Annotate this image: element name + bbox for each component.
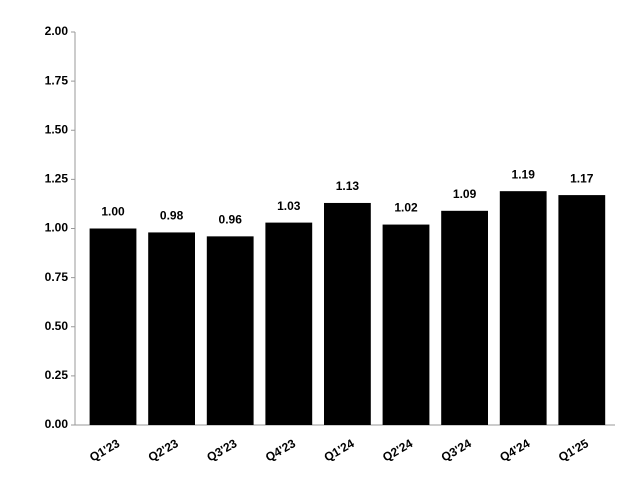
bar: [324, 202, 371, 425]
value-label: 1.19: [512, 167, 536, 181]
bar: [148, 232, 195, 425]
bar: [441, 210, 488, 425]
bar: [382, 224, 430, 425]
x-tick-label: Q1'23: [87, 436, 122, 464]
y-tick-label: 1.50: [45, 122, 69, 136]
value-label: 0.98: [160, 209, 184, 223]
bar: [558, 195, 606, 425]
y-tick-label: 0.00: [45, 417, 69, 431]
value-label: 1.02: [394, 201, 418, 215]
y-tick-label: 1.75: [45, 73, 69, 87]
bar: [265, 222, 313, 425]
x-tick-label: Q4'23: [263, 436, 298, 464]
bar: [206, 236, 254, 425]
value-label: 1.09: [453, 187, 477, 201]
x-tick-label: Q3'24: [439, 436, 474, 464]
y-tick-label: 1.25: [45, 172, 69, 186]
value-label: 1.03: [277, 199, 301, 213]
value-label: 1.13: [336, 179, 360, 193]
value-label: 1.17: [570, 171, 594, 185]
y-tick-label: 0.25: [45, 368, 69, 382]
y-tick-label: 0.75: [45, 270, 69, 284]
value-label: 1.00: [101, 205, 125, 219]
x-tick-label: Q4'24: [497, 436, 532, 464]
bar: [89, 228, 137, 425]
x-tick-label: Q1'25: [556, 436, 591, 464]
value-label: 0.96: [219, 213, 243, 227]
x-tick-label: Q1'24: [322, 436, 357, 464]
y-tick-label: 1.00: [45, 221, 69, 235]
x-tick-label: Q2'23: [146, 436, 181, 464]
bar: [499, 191, 547, 425]
y-tick-label: 0.50: [45, 319, 69, 333]
y-tick-label: 2.00: [45, 24, 69, 38]
x-tick-label: Q2'24: [380, 436, 415, 464]
x-tick-label: Q3'23: [204, 436, 239, 464]
